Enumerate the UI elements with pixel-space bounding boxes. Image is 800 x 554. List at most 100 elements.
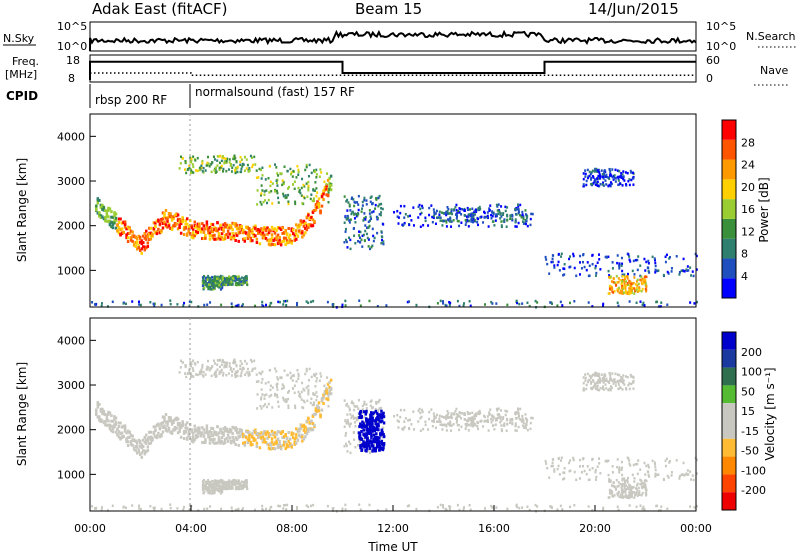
- range-gate-cell: [142, 449, 145, 453]
- range-gate-cell: [346, 198, 349, 202]
- colorbar-segment: [722, 139, 736, 160]
- range-gate-cell: [231, 435, 234, 439]
- range-gate-cell: [353, 421, 356, 424]
- range-gate-cell: [506, 303, 509, 307]
- range-gate-cell: [607, 184, 610, 188]
- range-gate-cell: [104, 216, 107, 220]
- range-gate-cell: [250, 360, 253, 363]
- range-gate-cell: [290, 443, 293, 447]
- range-gate-cell: [492, 212, 495, 216]
- range-gate-cell: [518, 213, 521, 217]
- range-gate-cell: [693, 302, 696, 305]
- range-gate-cell: [504, 209, 507, 213]
- range-gate-cell: [358, 433, 362, 437]
- range-gate-cell: [206, 285, 209, 288]
- range-gate-cell: [382, 435, 386, 439]
- range-gate-cell: [137, 246, 140, 250]
- range-gate-cell: [548, 476, 551, 479]
- range-gate-cell: [315, 398, 318, 402]
- range-gate-cell: [170, 422, 174, 426]
- range-gate-cell: [239, 278, 242, 282]
- range-gate-cell: [192, 236, 195, 240]
- range-gate-cell: [609, 276, 612, 280]
- range-gate-cell: [290, 239, 293, 243]
- range-gate-cell: [358, 425, 361, 429]
- range-gate-cell: [216, 441, 219, 445]
- range-gate-cell: [587, 380, 590, 384]
- range-gate-cell: [374, 409, 378, 413]
- range-gate-cell: [229, 235, 233, 239]
- range-gate-cell: [461, 412, 464, 415]
- range-gate-cell: [313, 209, 316, 213]
- range-gate-cell: [345, 240, 348, 244]
- range-gate-cell: [620, 468, 623, 472]
- range-gate-cell: [382, 421, 386, 425]
- range-gate-cell: [359, 410, 362, 414]
- range-gate-cell: [107, 419, 110, 423]
- range-gate-cell: [202, 441, 206, 445]
- range-gate-cell: [466, 206, 469, 210]
- range-gate-cell: [493, 224, 496, 227]
- range-gate-cell: [467, 412, 470, 416]
- range-gate-cell: [329, 174, 333, 178]
- range-gate-cell: [579, 261, 582, 264]
- range-gate-cell: [192, 435, 195, 439]
- range-gate-cell: [597, 372, 600, 376]
- range-gate-cell: [234, 360, 237, 364]
- range-gate-cell: [502, 416, 505, 419]
- range-gate-cell: [161, 211, 165, 215]
- range-gate-cell: [524, 209, 527, 212]
- range-gate-cell: [445, 213, 448, 217]
- range-gate-cell: [598, 258, 601, 261]
- range-gate-cell: [142, 245, 145, 249]
- range-gate-cell: [281, 183, 284, 187]
- range-gate-cell: [287, 226, 290, 230]
- range-gate-cell: [242, 237, 245, 241]
- range-gate-cell: [246, 233, 250, 237]
- range-gate-cell: [117, 226, 121, 230]
- range-gate-cell: [619, 386, 622, 389]
- range-gate-cell: [195, 224, 198, 228]
- range-gate-cell: [232, 163, 235, 167]
- range-gate-cell: [235, 485, 238, 488]
- range-gate-cell: [366, 442, 370, 446]
- range-gate-cell: [199, 230, 203, 234]
- freq-unit: [MHz]: [5, 68, 37, 81]
- range-gate-cell: [455, 413, 458, 416]
- range-gate-cell: [145, 234, 148, 238]
- range-gate-cell: [264, 178, 267, 181]
- range-gate-cell: [241, 369, 244, 372]
- range-gate-cell: [169, 302, 172, 306]
- range-gate-cell: [341, 303, 344, 307]
- range-gate-cell: [629, 169, 632, 173]
- range-gate-cell: [314, 408, 318, 412]
- range-gate-cell: [248, 439, 251, 443]
- range-gate-cell: [226, 157, 229, 161]
- range-gate-cell: [502, 423, 505, 427]
- range-gate-cell: [632, 287, 635, 290]
- range-gate-cell: [644, 269, 647, 272]
- range-gate-cell: [282, 443, 286, 447]
- range-gate-cell: [276, 385, 279, 389]
- range-gate-cell: [377, 443, 380, 447]
- range-gate-cell: [477, 223, 480, 227]
- range-gate-cell: [627, 487, 630, 491]
- range-gate-cell: [490, 300, 493, 304]
- colorbar-tick-8: 8: [741, 248, 748, 261]
- range-gate-cell: [204, 279, 207, 283]
- range-gate-cell: [407, 419, 410, 422]
- colorbar-segment: [722, 438, 736, 457]
- range-gate-cell: [623, 477, 626, 480]
- range-gate-cell: [228, 279, 231, 283]
- range-gate-cell: [345, 404, 348, 407]
- range-gate-cell: [178, 424, 181, 428]
- range-gate-cell: [328, 181, 331, 185]
- range-gate-cell: [246, 163, 249, 167]
- range-gate-cell: [231, 480, 234, 484]
- range-gate-cell: [341, 507, 344, 511]
- range-gate-cell: [557, 456, 560, 460]
- range-gate-cell: [201, 222, 204, 226]
- range-gate-cell: [328, 185, 331, 189]
- range-gate-cell: [190, 226, 193, 230]
- range-gate-cell: [297, 170, 300, 174]
